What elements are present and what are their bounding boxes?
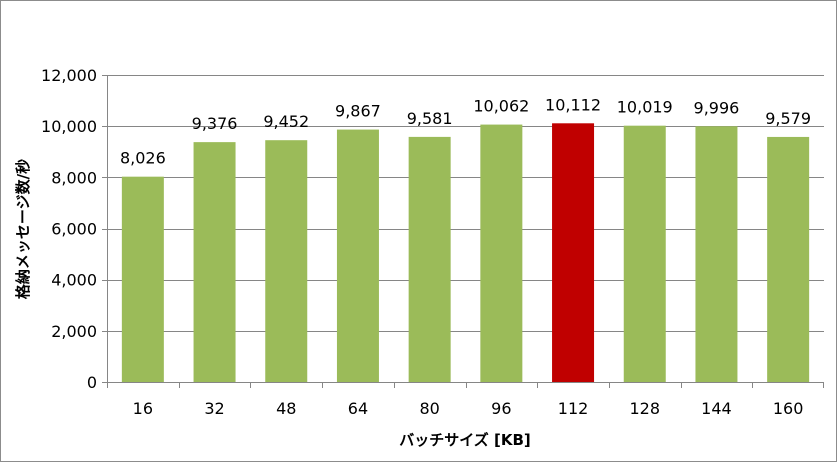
y-tick-label: 8,000 xyxy=(51,168,97,187)
data-label: 9,579 xyxy=(765,109,811,128)
y-tick-label: 0 xyxy=(87,373,97,392)
y-axis-title: 格納メッセージ数/秒 xyxy=(14,159,32,299)
x-tick-label: 160 xyxy=(773,399,804,418)
x-tick-label: 96 xyxy=(491,399,511,418)
y-tick-label: 10,000 xyxy=(41,117,97,136)
bar xyxy=(193,142,236,382)
bar xyxy=(767,136,810,382)
bar xyxy=(695,126,738,382)
data-label: 9,581 xyxy=(407,109,453,128)
x-tick-label: 128 xyxy=(629,399,660,418)
x-tick-label: 64 xyxy=(348,399,368,418)
x-axis-title: バッチサイズ [KB] xyxy=(399,431,531,449)
bar xyxy=(480,124,523,382)
data-label: 10,019 xyxy=(617,98,673,117)
data-labels: 8,026 9,376 9,452 9,867 9,581 10,062 10,112 10,… xyxy=(120,95,811,167)
x-tick-label: 16 xyxy=(133,399,153,418)
bars xyxy=(121,123,810,383)
y-tick-label: 6,000 xyxy=(51,220,97,239)
data-label: 8,026 xyxy=(120,149,166,168)
data-label: 10,112 xyxy=(545,95,601,114)
data-label: 9,452 xyxy=(263,112,309,131)
data-label: 9,867 xyxy=(335,102,381,121)
bar xyxy=(623,125,666,383)
data-label: 9,376 xyxy=(192,114,238,133)
x-tick-label: 32 xyxy=(204,399,224,418)
axes xyxy=(102,75,824,388)
y-tick-label: 4,000 xyxy=(51,271,97,290)
bar xyxy=(408,136,451,382)
x-tick-label: 144 xyxy=(701,399,732,418)
bar xyxy=(265,140,308,382)
bar xyxy=(336,129,379,382)
bar xyxy=(121,176,164,382)
x-tick-label: 80 xyxy=(419,399,439,418)
x-tick-labels: 16 32 48 64 80 96 112 128 144 160 xyxy=(133,399,804,418)
bar xyxy=(552,123,595,382)
y-tick-label: 12,000 xyxy=(41,66,97,85)
x-tick-label: 112 xyxy=(558,399,589,418)
data-label: 9,996 xyxy=(694,98,740,117)
data-label: 10,062 xyxy=(473,97,529,116)
y-tick-labels: 0 2,000 4,000 6,000 8,000 10,000 12,000 xyxy=(41,66,97,392)
y-tick-label: 2,000 xyxy=(51,322,97,341)
x-tick-label: 48 xyxy=(276,399,296,418)
